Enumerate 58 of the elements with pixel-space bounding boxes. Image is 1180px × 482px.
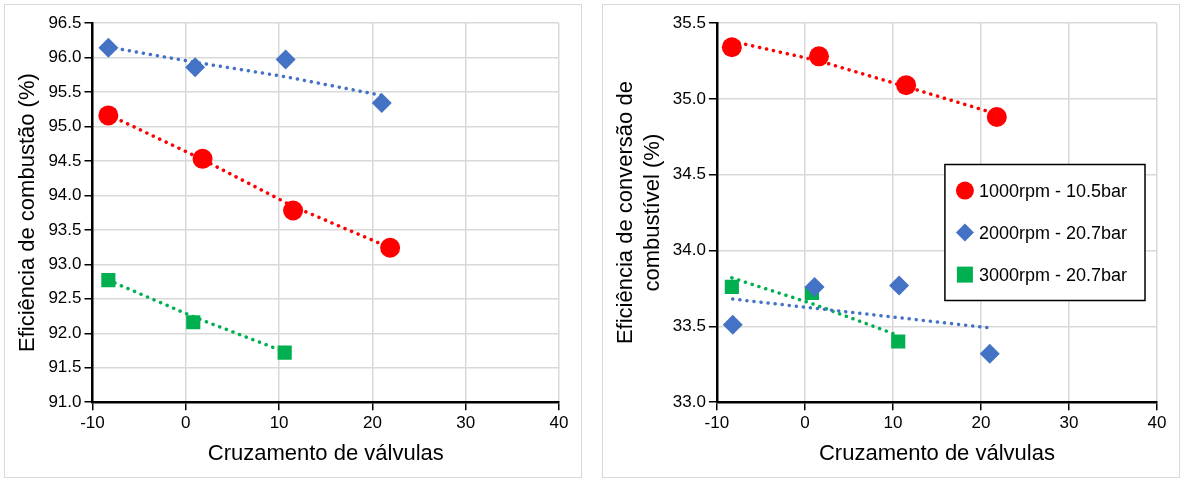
x-tick-label: 0 bbox=[181, 413, 191, 433]
point bbox=[277, 345, 292, 360]
point bbox=[808, 46, 829, 67]
y-tick-label: 94.5 bbox=[48, 150, 82, 170]
point bbox=[721, 37, 742, 58]
x-tick-label: 20 bbox=[362, 413, 382, 433]
x-tick-label: 30 bbox=[456, 413, 476, 433]
point bbox=[722, 314, 743, 335]
y-tick-label: 91.0 bbox=[48, 391, 82, 411]
y-tick-label: 96.0 bbox=[48, 47, 82, 67]
point bbox=[192, 148, 213, 169]
x-tick-label: -10 bbox=[80, 413, 105, 433]
point bbox=[804, 276, 825, 297]
x-tick-label: 40 bbox=[1147, 413, 1167, 433]
y-tick-label: 33.0 bbox=[672, 391, 706, 411]
point bbox=[283, 200, 304, 221]
y-tick-label: 34.5 bbox=[672, 164, 706, 184]
x-tick-label: -10 bbox=[704, 413, 730, 433]
y-tick-label: 95.0 bbox=[48, 116, 82, 136]
point bbox=[986, 107, 1007, 128]
point bbox=[275, 49, 296, 70]
point bbox=[98, 37, 119, 58]
point bbox=[371, 92, 392, 113]
point bbox=[889, 275, 910, 296]
point bbox=[724, 279, 739, 294]
point bbox=[380, 237, 401, 258]
y-tick-label: 95.5 bbox=[48, 81, 82, 101]
x-tick-label: 20 bbox=[971, 413, 991, 433]
y-tick-label: 92.0 bbox=[48, 322, 82, 342]
legend-label: 1000rpm - 10.5bar bbox=[978, 180, 1128, 201]
point bbox=[891, 334, 906, 349]
point bbox=[979, 343, 1000, 364]
x-tick-label: 10 bbox=[883, 413, 903, 433]
x-tick-label: 10 bbox=[269, 413, 289, 433]
y-tick-label: 93.0 bbox=[48, 254, 82, 273]
y-tick-label: 33.5 bbox=[672, 316, 706, 336]
y-tick-label: 34.0 bbox=[672, 240, 706, 260]
legend-label: 3000rpm - 20.7bar bbox=[978, 264, 1128, 285]
x-tick-label: 0 bbox=[800, 413, 810, 433]
x-axis-title: Cruzamento de válvulas bbox=[818, 439, 1055, 465]
y-tick-label: 35.5 bbox=[672, 12, 706, 32]
point bbox=[98, 105, 119, 126]
x-tick-label: 40 bbox=[549, 413, 569, 433]
x-tick-label: 30 bbox=[1059, 413, 1079, 433]
point bbox=[101, 273, 116, 288]
y-tick-label: 93.5 bbox=[48, 219, 82, 239]
point bbox=[896, 75, 917, 96]
y-tick-label: 94.0 bbox=[48, 185, 82, 205]
point bbox=[186, 315, 201, 330]
y-tick-label: 92.5 bbox=[48, 288, 82, 308]
y-axis-title: Eficiência de combustão (%) bbox=[14, 73, 40, 352]
x-axis-title: Cruzamento de válvulas bbox=[207, 439, 444, 465]
y-tick-label: 35.0 bbox=[672, 88, 706, 108]
y-tick-label: 96.5 bbox=[48, 12, 82, 32]
y-axis-title: Eficiência de conversão de combustível (%) bbox=[612, 81, 664, 345]
point bbox=[185, 57, 206, 78]
y-tick-label: 91.5 bbox=[48, 357, 82, 377]
legend-label: 2000rpm - 20.7bar bbox=[978, 222, 1128, 243]
